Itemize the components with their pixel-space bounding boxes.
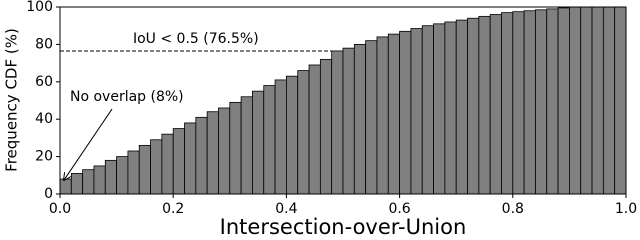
bar	[591, 6, 604, 195]
bar	[546, 8, 559, 195]
y-tick-label: 40	[35, 111, 53, 127]
y-tick-label: 20	[35, 149, 53, 165]
bar	[365, 40, 378, 195]
bar	[138, 144, 151, 195]
bar	[82, 169, 95, 195]
annotation-arrow	[64, 108, 113, 180]
bar	[602, 6, 616, 195]
bar	[93, 165, 106, 195]
bar	[104, 159, 117, 195]
y-axis-label: Frequency CDF (%)	[3, 28, 21, 172]
bar	[206, 111, 219, 195]
plot-frame	[59, 6, 627, 195]
bar	[161, 133, 174, 195]
bar	[557, 7, 570, 195]
bar	[410, 28, 423, 195]
x-axis-label: Intersection-over-Union	[220, 215, 467, 239]
bar	[569, 6, 582, 195]
bar	[523, 10, 536, 195]
bar	[614, 6, 627, 195]
bar	[489, 14, 502, 195]
bar	[252, 90, 265, 195]
x-tick-label: 1.0	[615, 201, 637, 217]
bar	[387, 33, 400, 195]
bar	[172, 128, 185, 195]
bar	[285, 75, 299, 195]
bar	[433, 23, 446, 195]
bar	[218, 107, 231, 195]
bar	[478, 15, 491, 195]
bar	[455, 19, 468, 195]
bar	[274, 79, 287, 195]
bar	[535, 9, 548, 195]
bar	[580, 6, 593, 195]
bar	[376, 36, 389, 195]
y-tick-label: 0	[44, 186, 53, 202]
bar	[501, 12, 514, 195]
bar	[467, 17, 480, 195]
bar	[342, 47, 355, 195]
x-tick-label: 0.6	[388, 201, 410, 217]
bar	[421, 25, 434, 195]
x-tick-label: 0.0	[49, 201, 71, 217]
bar	[297, 70, 310, 195]
bar	[308, 64, 321, 195]
x-tick-label: 0.4	[275, 201, 297, 217]
bar	[59, 178, 72, 195]
bar	[331, 50, 344, 195]
y-tick-label: 80	[35, 36, 53, 52]
bar	[70, 173, 84, 195]
annotation-text: No overlap (8%)	[70, 89, 184, 105]
x-tick-label: 0.8	[502, 201, 524, 217]
bar	[116, 156, 129, 195]
bar	[319, 58, 333, 195]
bar	[444, 21, 457, 195]
y-tick-label: 60	[35, 74, 53, 90]
x-tick-label: 0.2	[162, 201, 184, 217]
bar	[229, 101, 242, 195]
bar	[184, 122, 197, 195]
bar	[240, 96, 253, 195]
bar	[512, 11, 525, 195]
reference-label: IoU < 0.5 (76.5%)	[133, 31, 259, 47]
bar	[353, 44, 367, 195]
bar	[263, 85, 276, 195]
y-tick-label: 100	[26, 0, 53, 15]
bar	[195, 116, 208, 195]
bar	[127, 150, 140, 195]
bar	[150, 139, 163, 195]
bar	[399, 30, 412, 195]
